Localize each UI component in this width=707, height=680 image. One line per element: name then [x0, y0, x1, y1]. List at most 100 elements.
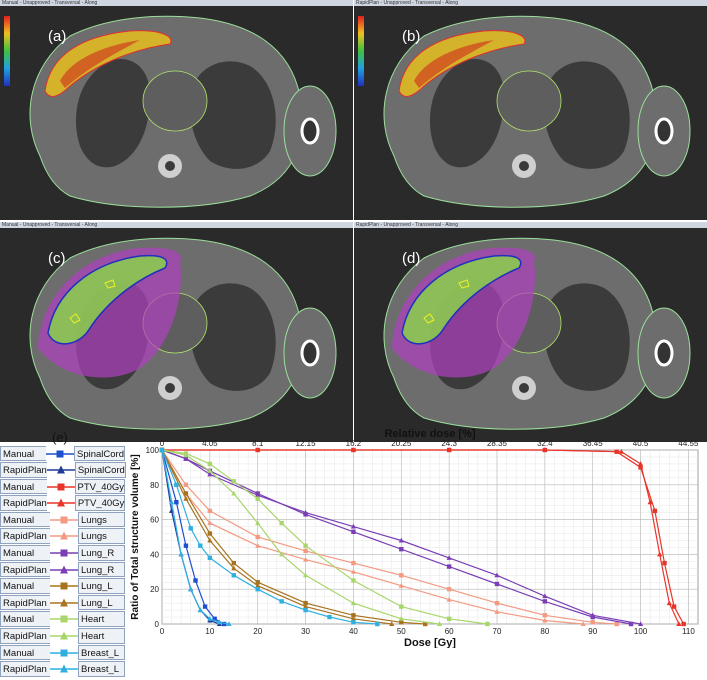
y-tick-label: 60 [150, 516, 159, 525]
legend-row: Manual Breast_L [0, 644, 125, 661]
legend-structure: Lungs [78, 511, 125, 528]
isodose-107 [423, 279, 470, 324]
data-point [302, 509, 309, 515]
isodose-95 [47, 254, 168, 345]
data-point [255, 520, 261, 526]
legend-plan: RapidPlan [0, 661, 50, 677]
data-point [231, 565, 237, 571]
legend-swatch-graphic [50, 516, 78, 524]
data-point [580, 621, 586, 626]
series-line [161, 449, 440, 625]
x-tick-label: 0 [160, 627, 165, 636]
data-point [485, 621, 490, 627]
panel-label-a: (a) [48, 28, 67, 45]
ct-slice-image [29, 237, 337, 430]
ct-slice-image [4, 15, 337, 208]
data-point [222, 621, 227, 627]
humerus [654, 339, 674, 367]
legend-swatch [46, 495, 75, 511]
legend-swatch [50, 512, 78, 528]
data-point [279, 599, 284, 604]
isodose-20 [38, 247, 181, 378]
data-point [399, 573, 404, 578]
legend-swatch-graphic [46, 450, 74, 457]
data-point [226, 621, 232, 626]
x2-tick-label: 0 [160, 439, 165, 448]
data-point [207, 461, 213, 467]
data-point [542, 593, 548, 599]
x2-tick-label: 24.3 [441, 439, 457, 448]
dose-hotspot [414, 40, 494, 88]
data-point [159, 447, 165, 452]
spinal-canal [519, 161, 529, 171]
y-tick-label: 40 [150, 550, 159, 559]
data-point [351, 613, 356, 618]
data-point [303, 548, 308, 554]
heart [496, 70, 562, 132]
data-point [666, 600, 672, 606]
right-lung [75, 59, 150, 168]
data-point [174, 500, 179, 505]
legend-row: RapidPlan Lungs [0, 528, 125, 545]
ct-panel-b: RapidPlan - Unapproved - Transversal - A… [354, 0, 707, 220]
legend-row: Manual Lung_R [0, 545, 125, 562]
data-point [351, 578, 356, 583]
data-point [351, 529, 356, 534]
data-point [207, 520, 213, 526]
legend-plan: RapidPlan [0, 594, 50, 611]
data-point [168, 499, 175, 505]
x2-tick-label: 44.55 [678, 439, 699, 448]
data-point [375, 621, 380, 627]
y-tick-label: 0 [155, 620, 160, 629]
data-point [207, 615, 213, 621]
data-point [207, 531, 213, 536]
y-tick-label: 20 [150, 585, 159, 594]
legend-plan: RapidPlan [0, 495, 47, 511]
data-point [207, 471, 213, 477]
x2-tick-label: 36.45 [583, 439, 604, 448]
x-tick-label: 50 [397, 627, 406, 636]
legend-marker-triangle [60, 531, 68, 540]
x2-tick-label: 32.4 [537, 439, 553, 448]
panel-label-b: (b) [402, 28, 421, 45]
legend-marker-triangle [60, 565, 68, 574]
data-point [637, 461, 644, 466]
isodose-107 [69, 279, 116, 324]
x-tick-label: 20 [253, 627, 262, 636]
legend-structure: PTV_40Gy [74, 478, 125, 495]
legend-marker-triangle [56, 498, 65, 507]
left-lung [189, 61, 276, 169]
legend-structure: Lung_L [78, 578, 125, 594]
legend-plan: RapidPlan [0, 462, 47, 478]
data-point [652, 508, 658, 514]
data-point [231, 573, 236, 578]
data-point [183, 455, 189, 461]
data-point [255, 587, 260, 592]
dose-colorbar [358, 16, 364, 86]
legend-row: RapidPlan Lung_R [0, 561, 125, 578]
humerus [300, 339, 320, 367]
data-point [681, 621, 686, 627]
legend-swatch [46, 479, 75, 495]
data-point [446, 596, 452, 602]
data-point [638, 465, 643, 470]
legend-structure: PTV_40Gy [74, 495, 126, 511]
legend-swatch-graphic [50, 664, 78, 673]
data-point [542, 447, 548, 452]
data-point [231, 560, 236, 566]
legend-row: Manual Lung_L [0, 578, 125, 595]
x2-tick-label: 20.25 [391, 439, 412, 448]
data-point [350, 447, 357, 452]
data-point [671, 604, 677, 609]
data-point [398, 537, 404, 543]
data-point [350, 523, 357, 529]
isodose-95 [401, 254, 522, 345]
data-point [303, 600, 308, 606]
data-point [302, 572, 309, 578]
humerus [654, 117, 674, 145]
x2-tick-label: 28.35 [487, 439, 508, 448]
panel-label-c: (c) [48, 250, 66, 267]
legend-structure: Lungs [78, 528, 125, 545]
spinal-canal [165, 383, 175, 393]
data-point [327, 614, 332, 620]
